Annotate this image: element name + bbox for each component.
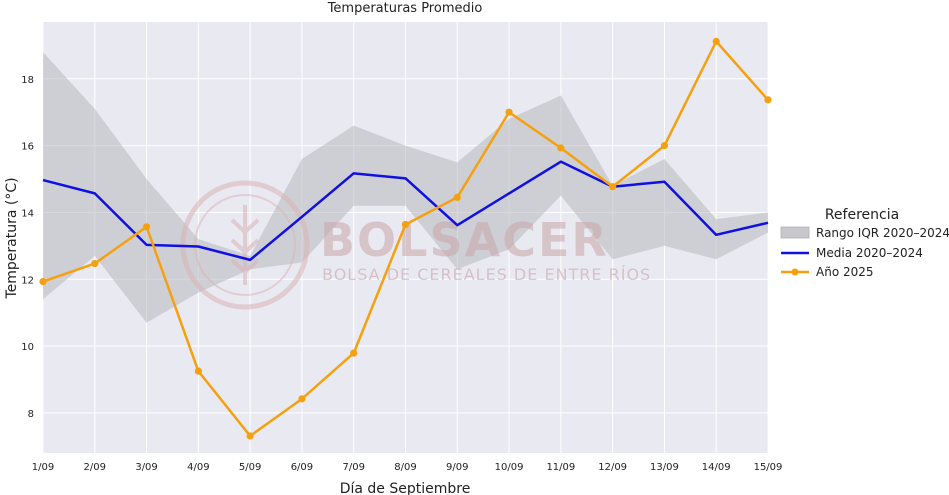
y-tick-label: 18 bbox=[21, 75, 34, 86]
series-point-2025 bbox=[609, 183, 617, 191]
legend-marker-2025 bbox=[791, 268, 799, 276]
series-point-2025 bbox=[764, 96, 772, 104]
series-point-2025 bbox=[557, 144, 565, 152]
x-tick-label: 3/09 bbox=[135, 462, 157, 473]
tick-layer: 1/09 2/09 3/09 4/09 5/09 6/09 7/09 8/09 9/09 10/0… bbox=[21, 75, 782, 473]
series-point-2025 bbox=[298, 395, 306, 403]
x-tick-label: 2/09 bbox=[84, 462, 106, 473]
watermark-logo: BOLSACER BOLSA DE CEREALES DE ENTRE RÍOS bbox=[180, 180, 651, 310]
watermark-wheat-icon bbox=[230, 205, 260, 285]
legend-label-2025: Año 2025 bbox=[816, 265, 874, 279]
watermark-subtitle: BOLSA DE CEREALES DE ENTRE RÍOS bbox=[322, 265, 651, 284]
series-point-2025 bbox=[453, 193, 461, 202]
series-layer bbox=[39, 37, 772, 440]
x-tick-label: 13/09 bbox=[650, 462, 679, 473]
watermark-seal-inner bbox=[194, 194, 296, 296]
iqr-band-layer bbox=[43, 52, 768, 323]
series-point-2025 bbox=[194, 367, 202, 375]
x-axis-label: Día de Septiembre bbox=[340, 481, 471, 495]
x-tick-label: 11/09 bbox=[546, 462, 575, 473]
series-point-2025 bbox=[712, 37, 720, 45]
legend: Referencia Rango IQR 2020–2024 Media 202… bbox=[780, 207, 949, 279]
y-axis-label: Temperatura (°C) bbox=[4, 177, 20, 299]
series-point-2025 bbox=[246, 432, 254, 440]
series-point-2025 bbox=[39, 278, 47, 286]
chart-title: Temperaturas Promedio bbox=[327, 1, 483, 16]
x-tick-label: 7/09 bbox=[342, 462, 364, 473]
series-line-media bbox=[42, 160, 769, 262]
x-tick-label: 15/09 bbox=[754, 462, 783, 473]
series-point-2025 bbox=[142, 223, 151, 231]
series-point-2025 bbox=[401, 220, 410, 229]
x-tick-label: 6/09 bbox=[291, 462, 313, 473]
legend-swatch-band bbox=[780, 226, 810, 239]
y-tick-label: 10 bbox=[21, 342, 34, 353]
x-tick-label: 14/09 bbox=[702, 462, 731, 473]
series-point-2025 bbox=[350, 349, 358, 357]
legend-label-band: Rango IQR 2020–2024 bbox=[816, 226, 949, 240]
x-tick-label: 4/09 bbox=[187, 462, 209, 473]
x-tick-label: 8/09 bbox=[394, 462, 416, 473]
y-tick-label: 14 bbox=[21, 208, 34, 219]
x-tick-label: 10/09 bbox=[495, 462, 524, 473]
y-tick-label: 16 bbox=[21, 142, 34, 153]
y-tick-label: 8 bbox=[28, 409, 34, 420]
legend-label-media: Media 2020–2024 bbox=[816, 246, 923, 260]
series-point-2025 bbox=[505, 108, 513, 116]
legend-title: Referencia bbox=[825, 207, 899, 223]
x-tick-label: 1/09 bbox=[32, 462, 54, 473]
iqr-band bbox=[43, 52, 768, 323]
y-tick-label: 12 bbox=[21, 275, 34, 286]
x-tick-label: 9/09 bbox=[446, 462, 468, 473]
x-tick-label: 12/09 bbox=[598, 462, 627, 473]
x-tick-label: 5/09 bbox=[239, 462, 261, 473]
series-point-2025 bbox=[91, 259, 99, 268]
series-point-2025 bbox=[660, 142, 669, 150]
